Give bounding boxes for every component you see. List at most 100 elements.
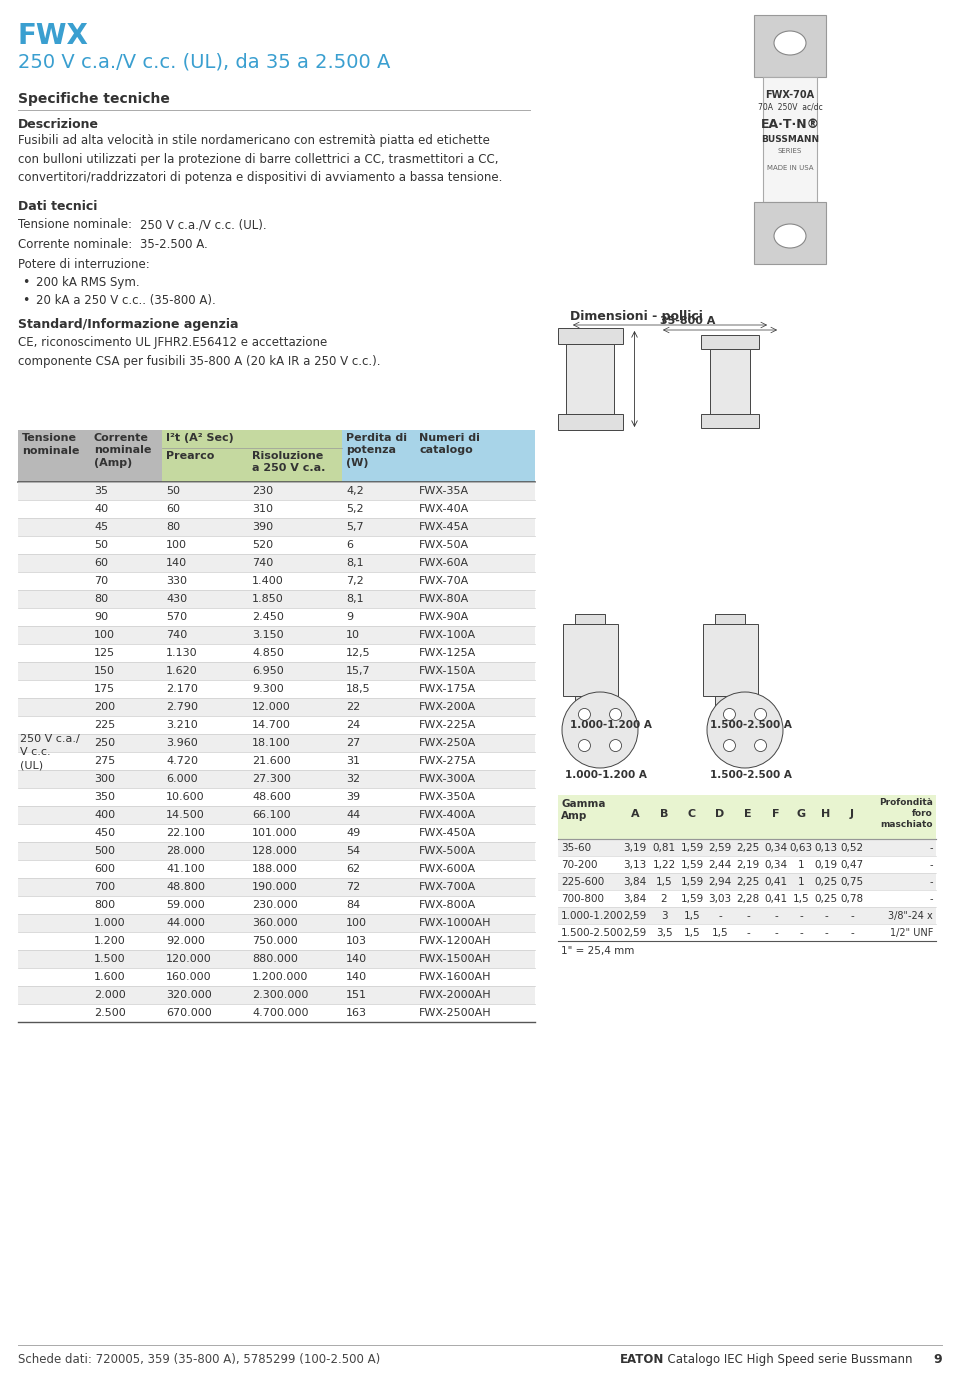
Text: 45: 45 bbox=[94, 523, 108, 532]
FancyBboxPatch shape bbox=[701, 335, 759, 349]
FancyBboxPatch shape bbox=[558, 924, 936, 941]
Text: 32: 32 bbox=[346, 774, 360, 784]
Text: 2: 2 bbox=[660, 894, 667, 904]
Text: 0,52: 0,52 bbox=[840, 842, 864, 853]
Text: 163: 163 bbox=[346, 1008, 367, 1017]
Text: 250 V c.a./
V c.c.
(UL): 250 V c.a./ V c.c. (UL) bbox=[20, 734, 80, 770]
Text: 49: 49 bbox=[346, 828, 360, 838]
Text: 3: 3 bbox=[660, 910, 667, 922]
Text: 66.100: 66.100 bbox=[252, 810, 291, 820]
Text: 31: 31 bbox=[346, 756, 360, 766]
FancyBboxPatch shape bbox=[754, 15, 826, 76]
Text: 10.600: 10.600 bbox=[166, 792, 204, 802]
Text: FWX-60A: FWX-60A bbox=[419, 557, 469, 569]
Text: 1,59: 1,59 bbox=[681, 860, 704, 870]
Text: FWX-500A: FWX-500A bbox=[419, 847, 476, 856]
Text: FWX-70A: FWX-70A bbox=[765, 90, 815, 100]
Text: Numeri di
catalogo: Numeri di catalogo bbox=[419, 434, 480, 456]
FancyBboxPatch shape bbox=[18, 644, 535, 662]
Text: FWX-200A: FWX-200A bbox=[419, 702, 476, 712]
Text: 360.000: 360.000 bbox=[252, 917, 298, 929]
Text: 44.000: 44.000 bbox=[166, 917, 204, 929]
Text: 7,2: 7,2 bbox=[346, 575, 364, 587]
Text: 520: 520 bbox=[252, 539, 274, 550]
Text: 2.170: 2.170 bbox=[166, 684, 198, 694]
Text: 21.600: 21.600 bbox=[252, 756, 291, 766]
Text: 28.000: 28.000 bbox=[166, 847, 204, 856]
FancyBboxPatch shape bbox=[18, 537, 535, 555]
Text: MADE IN USA: MADE IN USA bbox=[767, 165, 813, 171]
Text: D: D bbox=[715, 809, 725, 819]
Text: 9: 9 bbox=[346, 612, 353, 621]
Text: FWX: FWX bbox=[18, 22, 89, 50]
Text: 24: 24 bbox=[346, 720, 360, 730]
Text: 1.500-2.500 A: 1.500-2.500 A bbox=[710, 720, 792, 730]
Text: -: - bbox=[929, 877, 933, 887]
Text: FWX-100A: FWX-100A bbox=[419, 630, 476, 639]
Text: 800: 800 bbox=[94, 899, 115, 910]
FancyBboxPatch shape bbox=[715, 696, 745, 706]
Text: 0,25: 0,25 bbox=[814, 877, 837, 887]
FancyBboxPatch shape bbox=[18, 986, 535, 1004]
Text: -: - bbox=[929, 842, 933, 853]
Text: 600: 600 bbox=[94, 865, 115, 874]
Text: 60: 60 bbox=[94, 557, 108, 569]
Text: -: - bbox=[851, 929, 853, 938]
Text: Gamma
Amp: Gamma Amp bbox=[561, 799, 606, 821]
Text: 48.800: 48.800 bbox=[166, 883, 205, 892]
Text: 4,2: 4,2 bbox=[346, 486, 364, 496]
Text: EATON: EATON bbox=[620, 1352, 664, 1366]
Text: 1.400: 1.400 bbox=[252, 575, 284, 587]
Text: -: - bbox=[774, 910, 778, 922]
Text: 1.200: 1.200 bbox=[94, 935, 126, 947]
Text: Schede dati: 720005, 359 (35-800 A), 5785299 (100-2.500 A): Schede dati: 720005, 359 (35-800 A), 578… bbox=[18, 1352, 380, 1366]
Text: 62: 62 bbox=[346, 865, 360, 874]
Text: 2,94: 2,94 bbox=[708, 877, 732, 887]
Text: 1.200.000: 1.200.000 bbox=[252, 972, 308, 981]
Text: 151: 151 bbox=[346, 990, 367, 999]
Circle shape bbox=[724, 709, 735, 720]
Text: 1.600: 1.600 bbox=[94, 972, 126, 981]
Text: 40: 40 bbox=[94, 505, 108, 514]
FancyBboxPatch shape bbox=[162, 430, 342, 482]
Circle shape bbox=[724, 739, 735, 752]
Text: FWX-40A: FWX-40A bbox=[419, 505, 469, 514]
FancyBboxPatch shape bbox=[18, 878, 535, 897]
Text: Specifiche tecniche: Specifiche tecniche bbox=[18, 92, 170, 106]
Text: FWX-600A: FWX-600A bbox=[419, 865, 476, 874]
Text: Fusibili ad alta velocità in stile nordamericano con estremità piatta ed etichet: Fusibili ad alta velocità in stile norda… bbox=[18, 133, 502, 183]
Text: 1.500-2.500 A: 1.500-2.500 A bbox=[710, 770, 792, 780]
Text: 1,5: 1,5 bbox=[793, 894, 809, 904]
Text: FWX-1500AH: FWX-1500AH bbox=[419, 954, 492, 965]
Text: 230.000: 230.000 bbox=[252, 899, 298, 910]
FancyBboxPatch shape bbox=[558, 908, 936, 924]
Text: 3,19: 3,19 bbox=[623, 842, 647, 853]
Text: 880.000: 880.000 bbox=[252, 954, 298, 965]
Text: 72: 72 bbox=[346, 883, 360, 892]
Text: H: H bbox=[822, 809, 830, 819]
Text: 1,59: 1,59 bbox=[681, 842, 704, 853]
Text: 175: 175 bbox=[94, 684, 115, 694]
Text: Risoluzione
a 250 V c.a.: Risoluzione a 250 V c.a. bbox=[252, 450, 325, 474]
Text: Descrizione: Descrizione bbox=[18, 118, 99, 131]
Text: FWX-150A: FWX-150A bbox=[419, 666, 476, 676]
Text: 3/8"-24 x: 3/8"-24 x bbox=[888, 910, 933, 922]
Text: 400: 400 bbox=[94, 810, 115, 820]
Text: 18,5: 18,5 bbox=[346, 684, 371, 694]
Text: -: - bbox=[851, 910, 853, 922]
Text: 570: 570 bbox=[166, 612, 187, 621]
FancyBboxPatch shape bbox=[575, 614, 605, 624]
Text: 125: 125 bbox=[94, 648, 115, 657]
Text: 1.130: 1.130 bbox=[166, 648, 198, 657]
Circle shape bbox=[755, 739, 766, 752]
Text: 140: 140 bbox=[346, 954, 367, 965]
Text: 0,75: 0,75 bbox=[840, 877, 864, 887]
Text: 2.000: 2.000 bbox=[94, 990, 126, 999]
Text: 740: 740 bbox=[166, 630, 187, 639]
Text: SERIES: SERIES bbox=[778, 147, 803, 154]
Text: 1.850: 1.850 bbox=[252, 594, 284, 605]
Text: 1,59: 1,59 bbox=[681, 894, 704, 904]
Text: 0,63: 0,63 bbox=[789, 842, 812, 853]
Text: Tensione nominale:: Tensione nominale: bbox=[18, 218, 132, 231]
Circle shape bbox=[707, 692, 783, 769]
